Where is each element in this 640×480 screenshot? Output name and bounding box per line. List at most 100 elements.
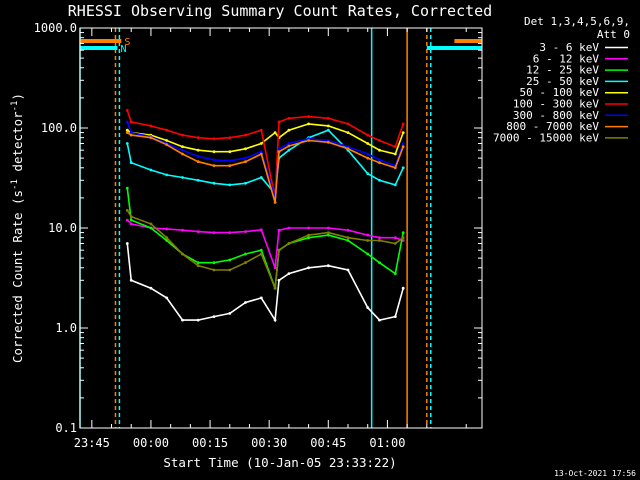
data-point-8-2	[149, 222, 153, 226]
data-point-8-11	[277, 248, 281, 252]
data-point-7-1	[129, 133, 133, 137]
legend-label-1: 6 - 12 keV	[533, 52, 600, 65]
legend-label-5: 100 - 300 keV	[513, 98, 599, 111]
data-point-1-10	[273, 266, 277, 270]
data-point-4-19	[401, 131, 405, 135]
data-point-0-18	[393, 315, 397, 318]
data-point-3-0	[125, 142, 129, 145]
data-point-4-15	[346, 131, 350, 135]
data-point-2-14	[326, 233, 330, 237]
data-point-5-14	[326, 116, 330, 120]
data-point-3-9	[259, 176, 263, 179]
data-point-5-9	[259, 128, 263, 132]
x-axis-label: Start Time (10-Jan-05 23:33:22)	[163, 455, 396, 470]
data-point-1-6	[212, 231, 216, 235]
series-line-8	[126, 209, 404, 289]
data-point-2-0	[125, 186, 129, 190]
series-line-7	[126, 131, 404, 203]
data-point-7-0	[125, 131, 129, 135]
data-point-6-9	[259, 150, 263, 154]
series-3	[125, 128, 405, 196]
legend-label-7: 800 - 7000 keV	[506, 120, 599, 133]
series-line-5	[126, 110, 404, 199]
data-point-2-7	[228, 258, 232, 262]
data-point-4-7	[228, 150, 232, 154]
marker-label-N: N	[120, 44, 126, 55]
data-point-7-14	[326, 140, 330, 144]
data-point-3-12	[287, 148, 291, 152]
series-line-0	[126, 243, 404, 323]
data-point-6-8	[244, 156, 247, 160]
data-point-1-9	[259, 228, 263, 232]
data-point-2-16	[366, 252, 370, 256]
data-point-2-3	[165, 239, 169, 242]
data-point-1-14	[326, 226, 330, 230]
data-point-5-0	[125, 109, 129, 112]
data-point-6-7	[228, 159, 232, 163]
data-point-5-6	[212, 137, 216, 141]
saa-night-bars: SN	[80, 37, 482, 55]
data-point-8-14	[326, 231, 330, 235]
series-8	[125, 209, 405, 290]
data-point-2-18	[393, 272, 397, 275]
data-point-2-15	[346, 239, 350, 242]
data-point-8-0	[125, 209, 129, 212]
chart-title: RHESSI Observing Summary Count Rates, Co…	[68, 2, 492, 20]
data-point-7-8	[244, 160, 247, 164]
data-point-1-3	[165, 227, 169, 231]
data-point-2-2	[149, 226, 153, 230]
data-point-8-1	[129, 215, 133, 219]
data-point-4-13	[307, 122, 310, 126]
series-line-3	[126, 129, 404, 196]
data-point-3-7	[228, 183, 232, 187]
data-point-0-14	[326, 264, 330, 268]
data-point-0-10	[273, 318, 277, 322]
data-point-7-4	[181, 152, 184, 156]
data-point-7-9	[259, 152, 263, 156]
data-point-5-15	[346, 122, 350, 126]
data-point-2-6	[212, 261, 216, 265]
series-line-6	[126, 121, 404, 199]
legend-label-6: 300 - 800 keV	[513, 109, 599, 122]
data-point-5-1	[129, 120, 133, 124]
data-point-6-6	[212, 158, 216, 162]
data-point-1-15	[346, 228, 350, 232]
data-point-4-14	[326, 124, 330, 128]
data-point-0-9	[259, 296, 263, 300]
data-point-4-16	[366, 142, 370, 145]
data-point-7-7	[228, 164, 232, 168]
data-point-7-19	[401, 145, 405, 149]
data-point-8-6	[212, 268, 216, 272]
data-point-0-8	[244, 301, 247, 304]
data-point-8-12	[287, 242, 291, 245]
legend-label-3: 25 - 50 keV	[526, 75, 599, 88]
data-point-7-17	[378, 161, 381, 165]
data-point-5-4	[181, 133, 184, 137]
data-point-4-6	[212, 150, 216, 154]
y-tick-label-0: 0.1	[55, 421, 77, 435]
data-point-8-7	[228, 268, 232, 272]
data-point-4-12	[287, 128, 291, 132]
series-line-4	[126, 123, 404, 155]
data-point-5-7	[228, 136, 232, 140]
legend-header-line1: Det 1,3,4,5,6,9,	[524, 15, 630, 28]
data-point-1-5	[196, 230, 200, 234]
y-tick-label-2: 10.0	[48, 221, 77, 235]
data-point-6-16	[366, 152, 370, 156]
data-point-8-15	[346, 236, 350, 240]
data-point-6-17	[378, 158, 381, 162]
data-point-1-13	[307, 226, 310, 230]
data-point-5-12	[287, 116, 291, 120]
y-tick-label-4: 1000.0	[34, 21, 77, 35]
data-point-8-10	[273, 286, 277, 290]
marker-label-S: S	[124, 37, 130, 48]
data-point-4-4	[181, 145, 184, 149]
data-point-3-6	[212, 181, 216, 185]
data-point-1-17	[378, 236, 381, 240]
data-point-8-5	[196, 264, 200, 268]
data-point-5-16	[366, 133, 370, 137]
data-point-3-14	[326, 128, 330, 132]
x-tick-label-1: 00:00	[133, 436, 169, 450]
data-point-1-1	[129, 222, 133, 226]
